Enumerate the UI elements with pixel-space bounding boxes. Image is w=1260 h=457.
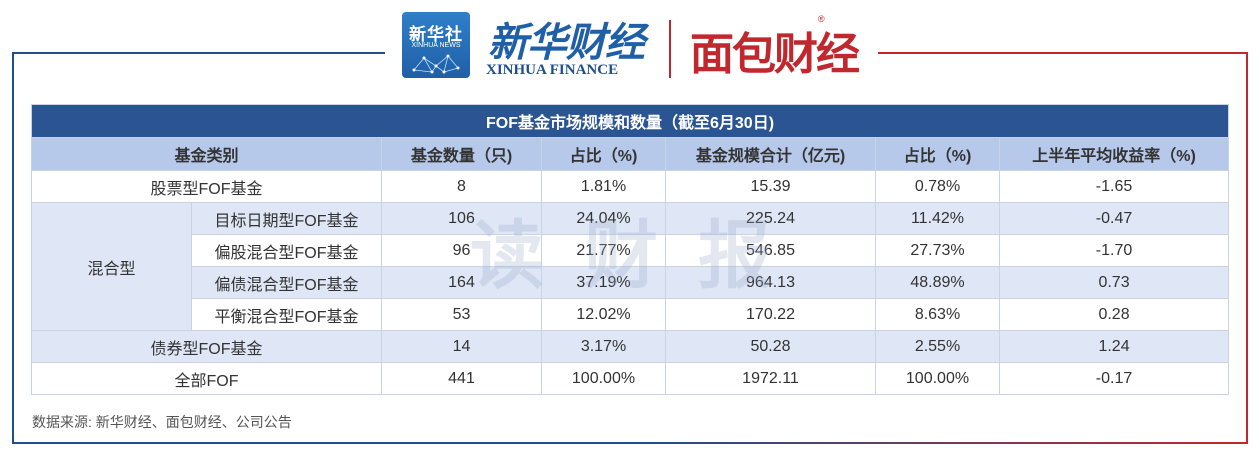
network-icon — [412, 54, 460, 74]
count-cell: 96 — [381, 234, 542, 267]
scale-cell: 1972.11 — [665, 362, 876, 395]
column-header-scale-pct: 占比（%) — [875, 137, 1000, 171]
count-cell: 106 — [381, 202, 542, 235]
scale-pct-cell: 27.73% — [875, 234, 1000, 267]
category-cell: 平衡混合型FOF基金 — [191, 298, 382, 331]
table-title: FOF基金市场规模和数量（截至6月30日) — [30, 104, 1230, 138]
count-pct-cell: 21.77% — [541, 234, 666, 267]
table-row: 债券型FOF基金 14 3.17% 50.28 2.55% 1.24 — [31, 330, 1230, 363]
scale-pct-cell: 48.89% — [875, 266, 1000, 299]
scale-pct-cell: 8.63% — [875, 298, 1000, 331]
group-cell-hybrid: 混合型 — [31, 202, 192, 331]
table-row: 全部FOF 441 100.00% 1972.11 100.00% -0.17 — [31, 362, 1230, 395]
frame-left-line — [12, 52, 14, 444]
return-cell: -0.47 — [998, 202, 1230, 235]
frame-top-left-line — [12, 52, 385, 54]
xinhua-finance-logo: 新华财经 XINHUA FINANCE — [478, 8, 648, 80]
category-cell: 偏股混合型FOF基金 — [191, 234, 382, 267]
scale-cell: 225.24 — [665, 202, 876, 235]
count-pct-cell: 24.04% — [541, 202, 666, 235]
frame-right-line — [1246, 52, 1248, 444]
column-header-scale: 基金规模合计（亿元) — [665, 137, 876, 171]
data-source-note: 数据来源: 新华财经、面包财经、公司公告 — [32, 414, 292, 430]
xinhua-news-logo-en: XINHUA NEWS — [411, 42, 461, 49]
return-cell: -1.70 — [998, 234, 1230, 267]
frame-top-right-line — [878, 52, 1248, 54]
count-cell: 53 — [381, 298, 542, 331]
count-cell: 441 — [381, 362, 542, 395]
scale-pct-cell: 11.42% — [875, 202, 1000, 235]
frame-bottom-line — [12, 442, 1248, 444]
return-cell: 1.24 — [998, 330, 1230, 363]
scale-pct-cell: 100.00% — [875, 362, 1000, 395]
fof-table-container: FOF基金市场规模和数量（截至6月30日) 基金类别 基金数量（只) 占比（%)… — [30, 104, 1230, 395]
return-cell: -0.17 — [998, 362, 1230, 395]
return-cell: 0.73 — [998, 266, 1230, 299]
scale-cell: 15.39 — [665, 170, 876, 203]
category-cell: 偏债混合型FOF基金 — [191, 266, 382, 299]
return-cell: -1.65 — [998, 170, 1230, 203]
count-cell: 8 — [381, 170, 542, 203]
xinhua-news-logo-cn: 新华社 — [409, 25, 463, 44]
logo-divider — [669, 20, 671, 78]
table-row: 偏债混合型FOF基金 164 37.19% 964.13 48.89% 0.73 — [32, 266, 1230, 299]
count-pct-cell: 12.02% — [541, 298, 666, 331]
column-header-return: 上半年平均收益率（%) — [998, 137, 1230, 171]
xinhua-finance-logo-en: XINHUA FINANCE — [486, 62, 619, 78]
table-row: 股票型FOF基金 8 1.81% 15.39 0.78% -1.65 — [31, 170, 1230, 203]
table-row: 偏股混合型FOF基金 96 21.77% 546.85 27.73% -1.70 — [32, 234, 1230, 267]
mianbao-finance-logo-cn: 面包财经 — [690, 30, 860, 79]
column-header-count-pct: 占比（%) — [541, 137, 666, 171]
category-cell: 债券型FOF基金 — [31, 330, 382, 363]
count-cell: 164 — [381, 266, 542, 299]
scale-cell: 50.28 — [665, 330, 876, 363]
count-pct-cell: 1.81% — [541, 170, 666, 203]
scale-cell: 964.13 — [665, 266, 876, 299]
count-pct-cell: 3.17% — [541, 330, 666, 363]
column-header-count: 基金数量（只) — [381, 137, 542, 171]
scale-cell: 170.22 — [665, 298, 876, 331]
table-row: 平衡混合型FOF基金 53 12.02% 170.22 8.63% 0.28 — [32, 298, 1230, 331]
count-pct-cell: 37.19% — [541, 266, 666, 299]
fof-market-table: FOF基金市场规模和数量（截至6月30日) 基金类别 基金数量（只) 占比（%)… — [30, 104, 1230, 395]
category-cell: 目标日期型FOF基金 — [191, 202, 382, 235]
count-pct-cell: 100.00% — [541, 362, 666, 395]
mianbao-finance-logo: 面包财经 ® — [690, 14, 860, 79]
scale-pct-cell: 0.78% — [875, 170, 1000, 203]
category-cell: 股票型FOF基金 — [31, 170, 382, 203]
column-header-category: 基金类别 — [31, 137, 382, 171]
count-cell: 14 — [381, 330, 542, 363]
category-cell: 全部FOF — [31, 362, 382, 395]
xinhua-finance-logo-cn: 新华财经 — [488, 19, 645, 66]
xinhua-news-logo: 新华社 XINHUA NEWS — [402, 12, 470, 78]
scale-pct-cell: 2.55% — [875, 330, 1000, 363]
return-cell: 0.28 — [998, 298, 1230, 331]
scale-cell: 546.85 — [665, 234, 876, 267]
table-row: 混合型 目标日期型FOF基金 106 24.04% 225.24 11.42% … — [31, 202, 1230, 331]
registered-mark: ® — [818, 14, 825, 24]
